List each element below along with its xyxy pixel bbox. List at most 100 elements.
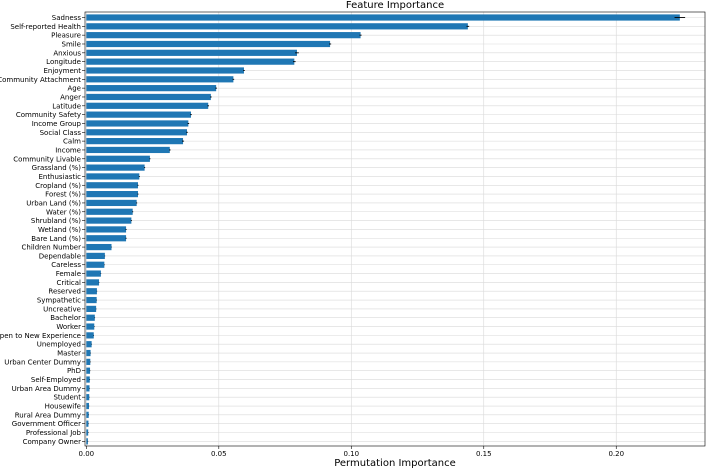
- bar-income-group: [86, 120, 189, 127]
- category-label: Pleasure: [51, 32, 81, 40]
- bar-student: [86, 394, 90, 401]
- category-label: Cropland (%): [35, 182, 81, 190]
- category-label: Critical: [57, 279, 82, 287]
- category-label: Female: [56, 270, 81, 278]
- category-label: Social Class: [40, 129, 82, 137]
- category-label: Anxious: [53, 49, 81, 57]
- plot-frame: [84, 11, 706, 447]
- bar-bachelor: [86, 314, 95, 321]
- x-tick-label: 0.00: [79, 450, 95, 458]
- category-label: Income: [55, 146, 81, 154]
- bar-community-safety: [86, 111, 191, 118]
- bar-female: [86, 270, 101, 277]
- chart-title: Feature Importance: [346, 0, 444, 11]
- bar-master: [86, 349, 91, 357]
- bar-forest: [86, 191, 138, 198]
- category-label: Worker: [56, 323, 81, 331]
- category-label: Unemployed: [37, 341, 81, 349]
- category-label: Income Group: [32, 120, 82, 128]
- category-label: Sadness: [52, 14, 82, 22]
- bar-layer: [86, 14, 686, 445]
- bar-income: [86, 146, 170, 154]
- bar-careless: [86, 261, 105, 268]
- bar-self-reported-health: [86, 23, 468, 30]
- category-label: Dependable: [39, 252, 81, 260]
- category-label: Bare Land (%): [31, 235, 81, 243]
- category-label: Sympathetic: [37, 297, 81, 305]
- bar-unemployed: [86, 341, 92, 348]
- category-label: Smile: [62, 40, 81, 48]
- category-label: Self-Employed: [31, 376, 81, 384]
- bar-community-livable: [86, 155, 150, 162]
- bar-sadness: [86, 14, 680, 21]
- x-tick-label: 0.20: [608, 450, 624, 458]
- x-tick-label: 0.10: [343, 450, 359, 458]
- category-label: Urban Center Dummy: [4, 358, 81, 366]
- category-label: Wetland (%): [38, 226, 81, 234]
- bar-pleasure: [86, 32, 361, 39]
- bar-longitude: [86, 58, 295, 65]
- category-label: Rural Area Dummy: [15, 411, 81, 419]
- bar-urban-land: [86, 199, 137, 207]
- category-label: Uncreative: [43, 305, 81, 313]
- bar-reserved: [86, 288, 97, 295]
- category-label: Master: [57, 350, 81, 358]
- category-label: Community Safety: [16, 111, 81, 119]
- bar-self-employed: [86, 376, 90, 383]
- x-tick-layer: 0.00 0.05 0.10 0.15 0.20: [79, 446, 624, 458]
- bar-worker: [86, 323, 95, 330]
- x-axis-label: Permutation Importance: [334, 458, 456, 469]
- bar-bare-land: [86, 235, 127, 242]
- bar-grassland: [86, 164, 145, 171]
- bar-cropland: [86, 182, 138, 189]
- category-label: Housewife: [45, 403, 81, 411]
- category-label: Grassland (%): [32, 164, 82, 172]
- bar-community-attachment: [86, 76, 234, 83]
- category-label: Urban Area Dummy: [12, 385, 81, 393]
- category-label: PhD: [67, 367, 81, 375]
- category-label: Age: [67, 85, 81, 93]
- bar-professional-job: [86, 429, 89, 436]
- bar-children-number: [86, 243, 112, 251]
- category-label: Water (%): [46, 208, 81, 216]
- bar-company-owner: [86, 438, 88, 445]
- x-tick-label: 0.15: [476, 450, 492, 458]
- category-label: Calm: [63, 138, 81, 146]
- bar-dependable: [86, 252, 105, 260]
- bar-government-officer: [86, 420, 89, 427]
- category-label: Children Number: [22, 244, 82, 252]
- category-label: Careless: [51, 261, 81, 269]
- category-label: Enthusiastic: [38, 173, 81, 181]
- category-label: Bachelor: [50, 314, 81, 322]
- bar-wetland: [86, 226, 127, 233]
- category-label: Urban Land (%): [26, 199, 81, 207]
- category-label: Longitude: [46, 58, 81, 66]
- bar-smile: [86, 40, 331, 48]
- bar-calm: [86, 138, 184, 145]
- bar-rural-area-dummy: [86, 411, 89, 418]
- bar-water: [86, 208, 133, 215]
- category-label: Company Owner: [23, 438, 82, 446]
- category-label: Community Attachment: [0, 76, 81, 84]
- category-label: Professional Job: [26, 429, 82, 437]
- bar-phd: [86, 367, 91, 374]
- category-label: Shrubland (%): [31, 217, 81, 225]
- bar-uncreative: [86, 305, 97, 312]
- bar-urban-area-dummy: [86, 385, 90, 392]
- bar-shrubland: [86, 217, 132, 224]
- bar-critical: [86, 279, 100, 286]
- bar-housewife: [86, 402, 89, 410]
- bar-enthusiastic: [86, 173, 140, 180]
- category-label: Enjoyment: [43, 67, 81, 75]
- x-tick-label: 0.05: [211, 450, 227, 458]
- category-label: Community Livable: [13, 155, 81, 163]
- category-label: Reserved: [48, 288, 81, 296]
- bar-social-class: [86, 129, 188, 136]
- category-label: Forest (%): [45, 191, 81, 199]
- category-label: Latitude: [52, 102, 81, 110]
- bar-enjoyment: [86, 67, 244, 74]
- bar-sympathetic: [86, 296, 97, 304]
- category-label: Student: [53, 394, 81, 402]
